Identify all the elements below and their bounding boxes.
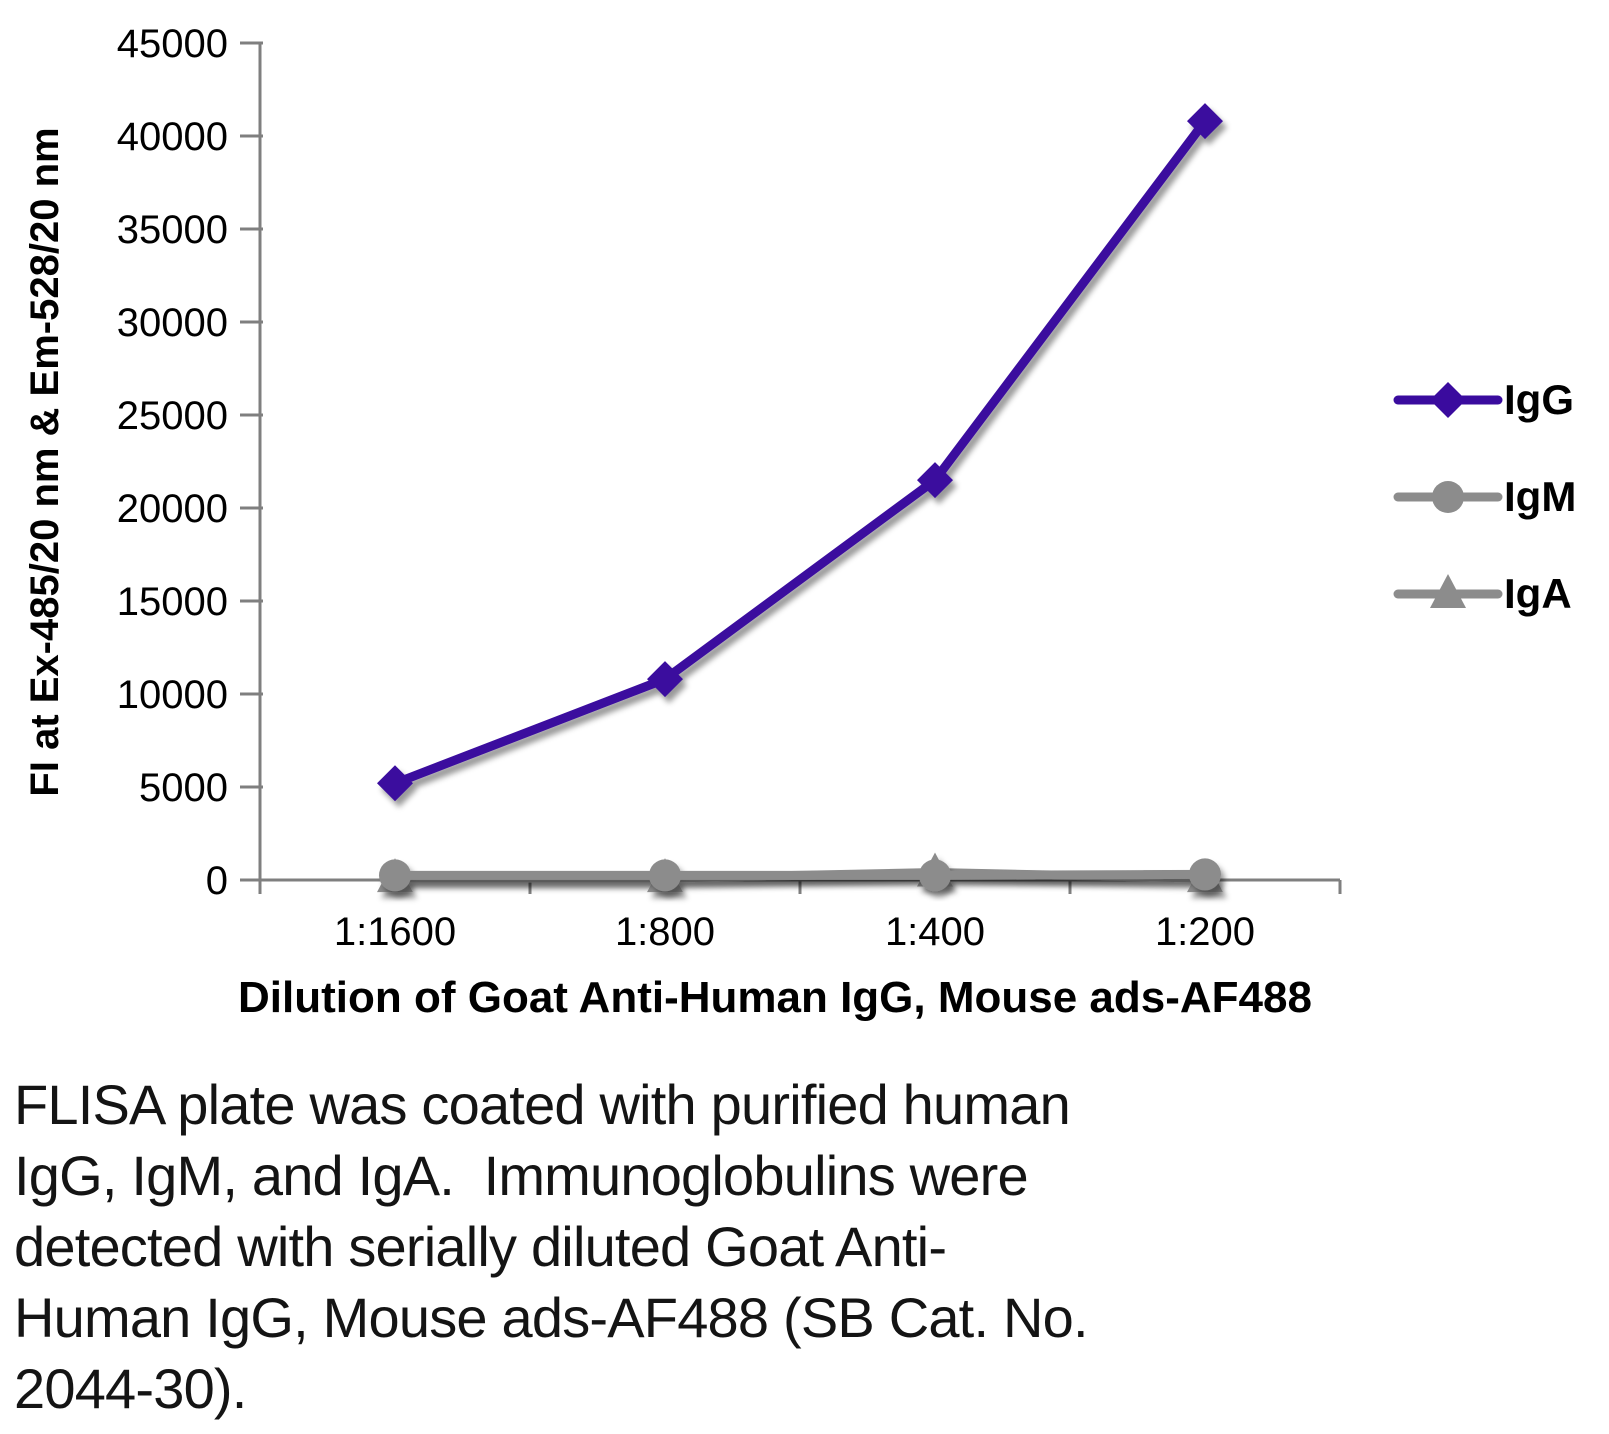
caption-line: detected with serially diluted Goat Anti…: [14, 1215, 947, 1278]
caption-line: Human IgG, Mouse ads-AF488 (SB Cat. No.: [14, 1286, 1089, 1349]
series-marker-igm: [379, 859, 411, 892]
figure-caption: FLISA plate was coated with purified hum…: [0, 1045, 1609, 1424]
gridlines: [260, 41, 1340, 789]
caption-line: FLISA plate was coated with purified hum…: [14, 1073, 1071, 1136]
legend: IgG IgM IgA: [1393, 376, 1576, 617]
legend-marker-triangle-icon: [1430, 574, 1466, 608]
series-igg: [377, 103, 1223, 802]
x-tick-label: 1:400: [885, 910, 985, 954]
series-marker-igg: [377, 765, 413, 802]
series-marker-igg: [647, 661, 683, 698]
y-tick-label: 5000: [139, 766, 228, 810]
y-tick-label: 10000: [117, 673, 228, 717]
flisa-line-chart: 0 5000 10000 15000 20000 25000 30000 35000 40000…: [23, 22, 1576, 1022]
legend-label: IgG: [1504, 376, 1574, 423]
caption-line: IgG, IgM, and IgA. Immunoglobulins were: [14, 1144, 1029, 1207]
x-tick-label: 1:1600: [334, 910, 456, 954]
caption-line: 2044-30).: [14, 1357, 247, 1420]
x-tick-label: 1:800: [615, 910, 715, 954]
legend-entry-igg: IgG: [1393, 376, 1574, 423]
y-axis-title: FI at Ex-485/20 nm & Em-528/20 nm: [23, 127, 67, 796]
y-tick-label: 30000: [117, 301, 228, 345]
y-tick-label: 35000: [117, 208, 228, 252]
series-line-igm: [390, 869, 1210, 880]
x-axis-tick-labels: 1:1600 1:800 1:400 1:200: [334, 910, 1255, 954]
legend-label: IgM: [1504, 473, 1576, 520]
y-axis-tick-labels: 0 5000 10000 15000 20000 25000 30000 35000 40000…: [117, 22, 228, 903]
series-marker-igg: [1187, 103, 1223, 140]
series-igm: [379, 858, 1221, 892]
y-tick-label: 0: [206, 859, 228, 903]
series-line-igg: [390, 116, 1210, 788]
chart-canvas: 0 5000 10000 15000 20000 25000 30000 35000 40000…: [23, 22, 1576, 1022]
series-marker-igm: [649, 859, 681, 892]
legend-label: IgA: [1504, 570, 1572, 617]
axes: [240, 41, 1342, 894]
data-series: [377, 103, 1223, 893]
y-tick-label: 45000: [117, 22, 228, 66]
legend-entry-igm: IgM: [1393, 473, 1576, 520]
legend-marker-circle-icon: [1432, 481, 1464, 513]
x-axis-title: Dilution of Goat Anti-Human IgG, Mouse a…: [238, 973, 1312, 1022]
series-marker-igg: [917, 462, 953, 499]
y-tick-label: 40000: [117, 115, 228, 159]
series-marker-igm: [919, 859, 951, 892]
y-tick-label: 25000: [117, 394, 228, 438]
y-tick-label: 20000: [117, 487, 228, 531]
legend-entry-iga: IgA: [1393, 570, 1572, 617]
x-tick-label: 1:200: [1155, 910, 1255, 954]
legend-marker-diamond-icon: [1430, 382, 1466, 418]
series-marker-igm: [1189, 858, 1221, 891]
y-tick-label: 15000: [117, 580, 228, 624]
